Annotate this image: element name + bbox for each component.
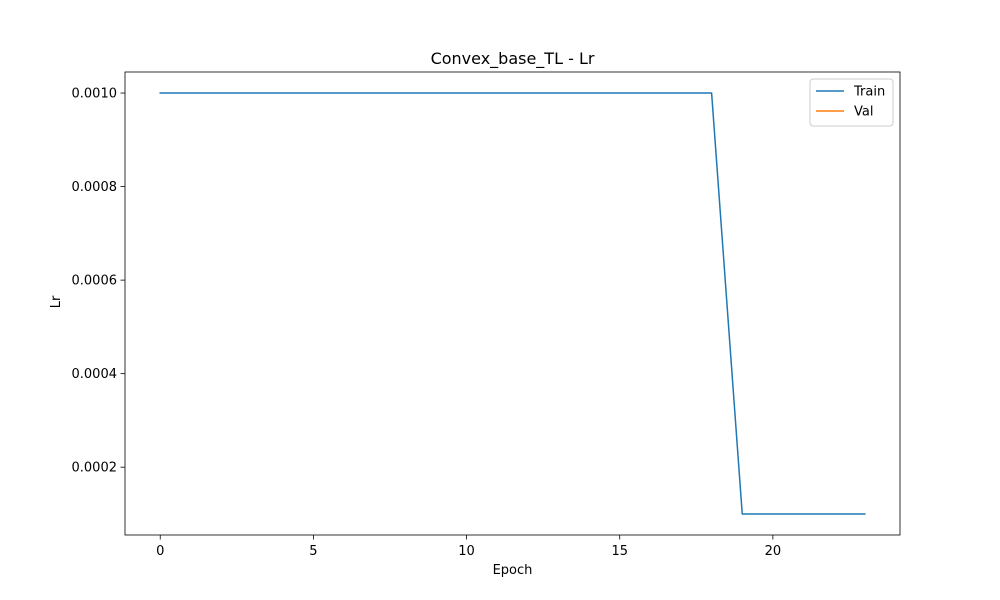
legend-label-val: Val [854,105,873,120]
x-tick-label: 20 [765,544,782,559]
y-tick-label: 0.0010 [72,87,118,102]
x-tick-label: 5 [309,544,317,559]
legend-label-train: Train [853,85,885,100]
x-tick-label: 10 [458,544,475,559]
y-tick-label: 0.0002 [72,461,118,476]
series-line-train [159,92,866,515]
plot-area: 0 5 10 15 20 0.0002 0.0004 0.0006 0.0008 0.0010 Tr… [72,71,901,559]
x-tick-label: 0 [156,544,164,559]
y-tick-label: 0.0004 [72,367,118,382]
chart-title: Convex_base_TL - Lr [431,49,595,69]
axes-frame [124,71,901,536]
x-axis-label: Epoch [493,563,533,578]
y-tick-label: 0.0008 [72,180,118,195]
y-axis-label: Lr [49,295,64,308]
legend: Train Val [809,78,894,127]
y-tick-label: 0.0006 [72,274,118,289]
x-tick-label: 15 [611,544,628,559]
